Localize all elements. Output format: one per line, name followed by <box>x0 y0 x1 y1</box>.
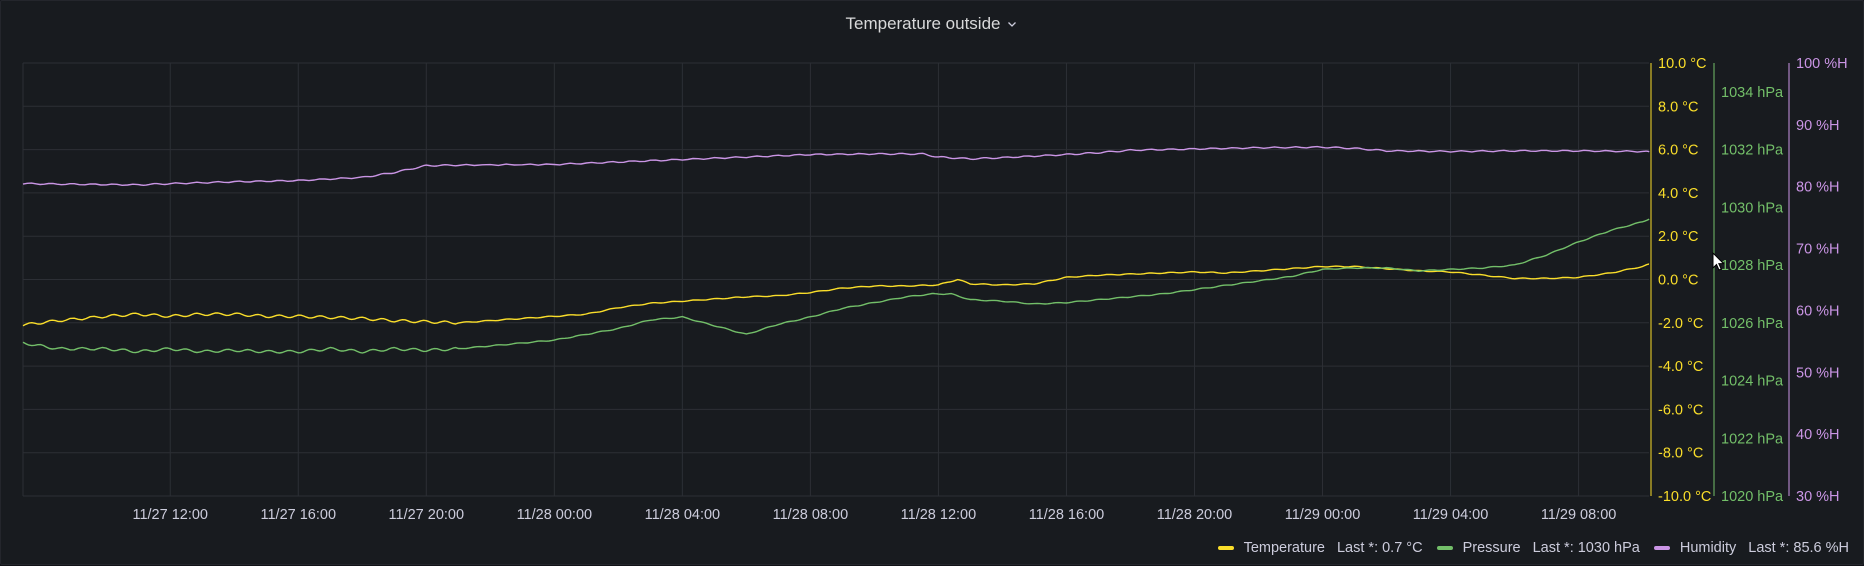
legend-last-value: Last *: 0.7 °C <box>1336 540 1423 556</box>
y-tick-label-humidity: 90 %H <box>1796 118 1840 134</box>
x-tick-label: 11/29 00:00 <box>1285 507 1361 523</box>
x-tick-label: 11/29 08:00 <box>1541 507 1617 523</box>
legend-name: Temperature <box>1243 540 1325 556</box>
legend-name: Pressure <box>1462 540 1521 556</box>
legend-last-value: Last *: 1030 hPa <box>1532 540 1640 556</box>
legend-item-pressure[interactable]: Pressure Last *: 1030 hPa <box>1436 540 1640 556</box>
y-tick-label-pressure: 1020 hPa <box>1721 489 1784 505</box>
legend-item-humidity[interactable]: Humidity Last *: 85.6 %H <box>1653 540 1849 556</box>
y-tick-label-temp: 10.0 °C <box>1658 56 1707 72</box>
panel-header[interactable]: Temperature outside <box>1 1 1863 47</box>
y-tick-label-humidity: 50 %H <box>1796 365 1840 381</box>
y-tick-label-pressure: 1024 hPa <box>1721 374 1784 390</box>
y-tick-label-temp: -10.0 °C <box>1658 489 1711 505</box>
y-tick-label-humidity: 30 %H <box>1796 489 1840 505</box>
y-tick-label-pressure: 1026 hPa <box>1721 316 1784 332</box>
y-tick-label-humidity: 70 %H <box>1796 242 1840 258</box>
y-tick-label-temp: 6.0 °C <box>1658 143 1698 159</box>
y-tick-label-pressure: 1022 hPa <box>1721 431 1784 447</box>
x-tick-label: 11/28 12:00 <box>901 507 977 523</box>
y-tick-label-humidity: 80 %H <box>1796 180 1840 196</box>
y-tick-label-temp: -4.0 °C <box>1658 359 1703 375</box>
y-tick-label-humidity: 40 %H <box>1796 427 1840 443</box>
legend-name: Humidity <box>1679 540 1737 556</box>
y-tick-label-humidity: 60 %H <box>1796 303 1840 319</box>
legend: Temperature Last *: 0.7 °C Pressure Last… <box>1217 540 1849 556</box>
series-line-pressure <box>22 218 1650 354</box>
x-tick-label: 11/27 16:00 <box>261 507 337 523</box>
legend-item-temperature[interactable]: Temperature Last *: 0.7 °C <box>1217 540 1423 556</box>
panel-title[interactable]: Temperature outside <box>845 14 1001 33</box>
y-tick-label-pressure: 1032 hPa <box>1721 143 1784 159</box>
y-tick-label-temp: 2.0 °C <box>1658 229 1698 245</box>
y-tick-label-pressure: 1034 hPa <box>1721 85 1784 101</box>
x-tick-label: 11/28 20:00 <box>1157 507 1233 523</box>
y-tick-label-temp: -6.0 °C <box>1658 402 1703 418</box>
mouse-pointer-icon <box>1712 252 1725 271</box>
x-tick-label: 11/28 16:00 <box>1029 507 1105 523</box>
y-tick-label-pressure: 1030 hPa <box>1721 200 1784 216</box>
legend-swatch-temperature <box>1217 546 1234 550</box>
legend-swatch-humidity <box>1653 546 1670 550</box>
y-tick-label-humidity: 100 %H <box>1796 56 1848 72</box>
y-tick-label-temp: 0.0 °C <box>1658 273 1698 289</box>
y-tick-label-temp: -8.0 °C <box>1658 446 1703 462</box>
y-tick-label-temp: 4.0 °C <box>1658 186 1698 202</box>
x-tick-label: 11/27 12:00 <box>132 507 208 523</box>
y-tick-label-temp: 8.0 °C <box>1658 99 1698 115</box>
x-tick-label: 11/28 08:00 <box>773 507 849 523</box>
chevron-down-icon <box>1008 22 1017 27</box>
y-tick-label-pressure: 1028 hPa <box>1721 258 1784 274</box>
x-tick-label: 11/27 20:00 <box>389 507 465 523</box>
y-tick-label-temp: -2.0 °C <box>1658 316 1703 332</box>
series-line-temperature <box>22 263 1650 327</box>
x-tick-label: 11/28 04:00 <box>645 507 721 523</box>
series-line-humidity <box>22 145 1650 186</box>
x-tick-label: 11/29 04:00 <box>1413 507 1489 523</box>
legend-swatch-pressure <box>1436 546 1453 550</box>
legend-last-value: Last *: 85.6 %H <box>1748 540 1849 556</box>
x-tick-label: 11/28 00:00 <box>517 507 593 523</box>
